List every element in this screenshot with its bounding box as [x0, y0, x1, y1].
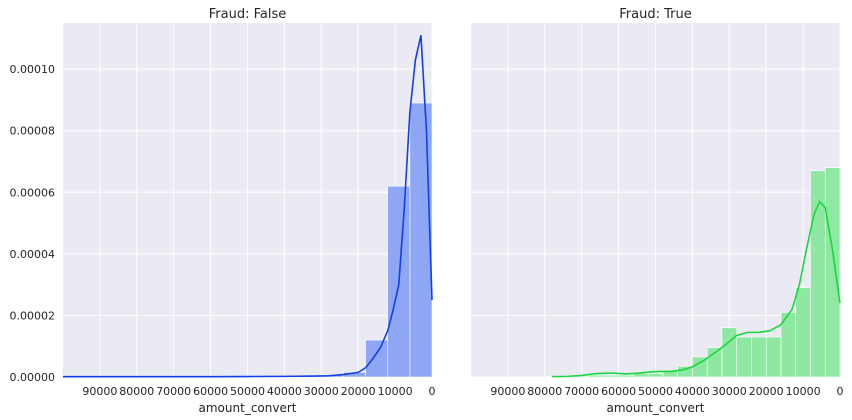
x-tick-label: 80000 — [119, 385, 154, 398]
x-tick-label: 60000 — [601, 385, 636, 398]
panel-title: Fraud: False — [209, 7, 286, 22]
histogram-bar — [736, 336, 752, 378]
x-tick-labels: 90000 80000 70000 60000 50000 40000 30000 20000… — [82, 385, 435, 398]
panel-title: Fraud: True — [619, 7, 691, 22]
histogram-bar — [647, 373, 664, 378]
x-tick-label: 40000 — [267, 385, 302, 398]
x-tick-label: 50000 — [638, 385, 673, 398]
x-axis-label: amount_convert — [607, 401, 705, 415]
x-tick-label: 0 — [429, 385, 436, 398]
x-tick-label: 70000 — [564, 385, 599, 398]
histogram-bar — [588, 374, 605, 378]
histogram-bar — [810, 170, 826, 378]
histogram-bar — [824, 167, 841, 378]
histogram-bar — [795, 287, 811, 378]
x-tick-label: 10000 — [378, 385, 413, 398]
histogram-bar — [765, 336, 782, 378]
histogram-bar — [618, 374, 634, 378]
histogram-bars — [544, 167, 841, 378]
grid — [471, 23, 841, 378]
x-axis-label: amount_convert — [199, 401, 297, 415]
x-tick-label: 80000 — [527, 385, 562, 398]
x-tick-label: 70000 — [156, 385, 191, 398]
x-tick-label: 60000 — [193, 385, 228, 398]
x-tick-label: 0 — [837, 385, 844, 398]
x-tick-label: 40000 — [675, 385, 710, 398]
y-tick-label: 0.00000 — [10, 371, 56, 384]
y-tick-label: 0.00008 — [10, 125, 56, 138]
histogram-bar — [721, 327, 737, 378]
histogram-bar — [409, 102, 433, 378]
panel-fraud-true: Fraud: True 90000 80000 70000 60000 50000 400… — [471, 7, 844, 415]
y-tick-label: 0.00002 — [10, 309, 56, 322]
x-tick-label: 20000 — [341, 385, 376, 398]
y-tick-label: 0.00006 — [10, 186, 56, 199]
x-tick-labels: 90000 80000 70000 60000 50000 40000 30000 20000… — [490, 385, 843, 398]
x-tick-label: 30000 — [712, 385, 747, 398]
x-tick-label: 90000 — [82, 385, 117, 398]
y-tick-labels: 0.00000 0.00002 0.00004 0.00006 0.00008 0.000… — [10, 63, 56, 384]
y-tick-label: 0.00004 — [10, 248, 56, 261]
histogram-bar — [662, 371, 678, 378]
histogram-bar — [751, 336, 767, 378]
x-tick-label: 20000 — [749, 385, 784, 398]
x-tick-label: 10000 — [786, 385, 821, 398]
y-tick-label: 0.00010 — [10, 63, 56, 76]
x-tick-label: 50000 — [230, 385, 265, 398]
histogram-bar — [603, 374, 619, 378]
histogram-bar — [365, 339, 389, 378]
panel-fraud-false: Fraud: False 90000 80000 70000 60000 50000 40… — [10, 7, 436, 415]
kde-line — [63, 35, 433, 378]
kde-line — [552, 200, 841, 378]
x-tick-label: 90000 — [490, 385, 525, 398]
x-tick-label: 30000 — [304, 385, 339, 398]
